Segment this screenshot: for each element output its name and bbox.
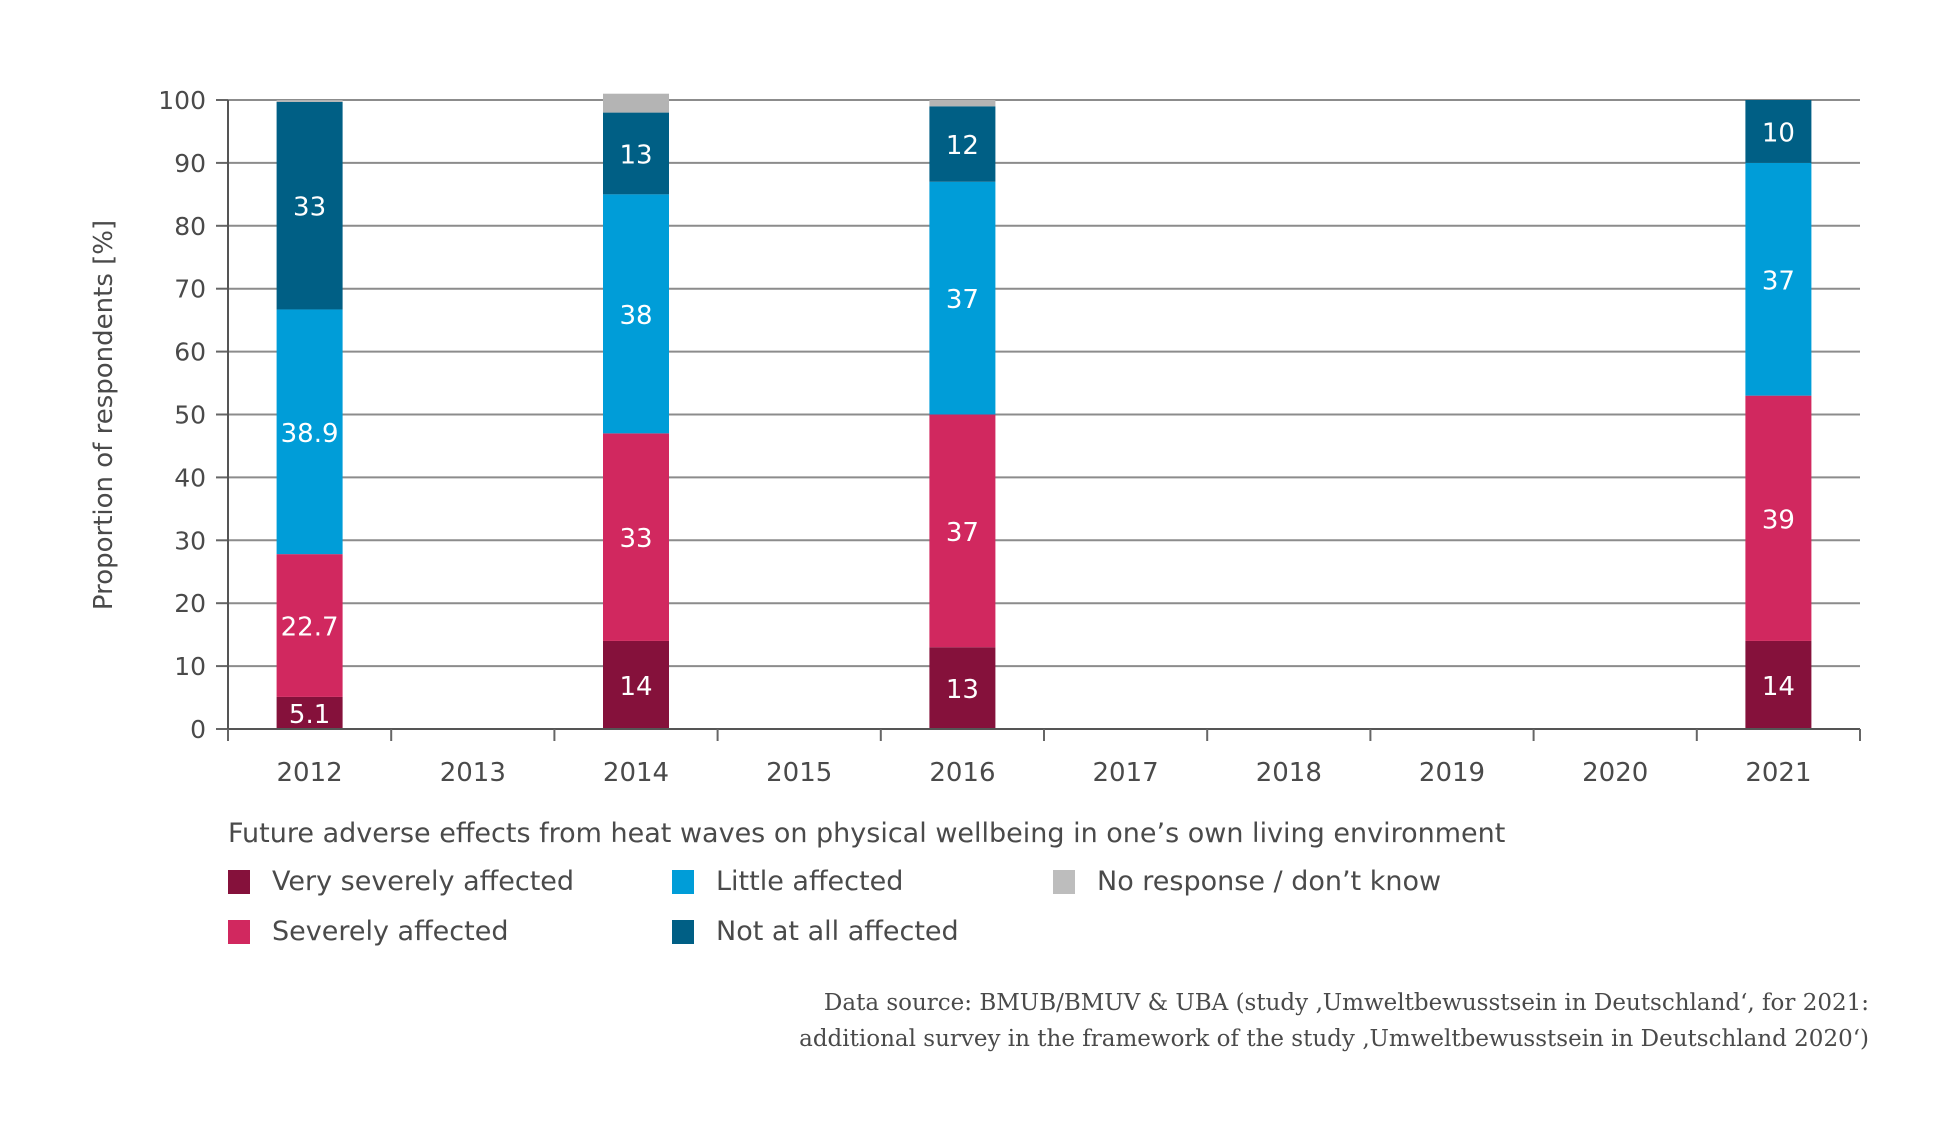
bar-value-label: 13	[619, 140, 652, 170]
source-line-1: Data source: BMUB/BMUV & UBA (study ‚Umw…	[823, 990, 1869, 1016]
x-tick-label: 2014	[603, 758, 669, 788]
legend-item-very-severely-affected: Very severely affected	[228, 866, 574, 897]
y-tick-label: 30	[174, 526, 206, 555]
bar-value-label: 38.9	[281, 419, 339, 449]
bar-value-label: 38	[619, 301, 652, 331]
bar-value-label: 14	[619, 672, 652, 702]
y-axis-label: Proportion of respondents [%]	[89, 220, 119, 610]
bar-segment	[1745, 100, 1812, 163]
bar-value-label: 10	[1762, 118, 1795, 148]
bar-segment	[276, 309, 343, 555]
legend-swatch	[228, 919, 250, 944]
bar-segment	[1745, 395, 1812, 641]
legend-item-little-affected: Little affected	[672, 866, 903, 897]
bar-segment	[276, 100, 343, 102]
x-tick-label: 2019	[1419, 758, 1485, 788]
bar-value-label: 37	[1762, 266, 1795, 296]
stacked-bar-chart: 5.1 22.7 38.9 33 14 33 38 13 13 37 37 12 14 39 37 10 0 1…	[89, 86, 1861, 788]
bar-value-label: 33	[619, 524, 652, 554]
data-source-note: Data source: BMUB/BMUV & UBA (study ‚Umw…	[799, 985, 1869, 1057]
x-tick-label: 2018	[1256, 758, 1322, 788]
axes: 0 10 20 30 40 50 60 70 80 90 100 2012 2013 2014 2015 20…	[158, 86, 1861, 788]
source-line-2: additional survey in the framework of th…	[799, 1026, 1869, 1052]
bar-value-label: 37	[946, 518, 979, 548]
bar-value-label: 22.7	[281, 613, 339, 643]
legend-item-not-at-all-affected: Not at all affected	[672, 916, 959, 947]
legend-swatch	[228, 869, 250, 894]
gridlines	[228, 99, 1860, 668]
legend-label: Not at all affected	[716, 916, 959, 947]
legend-label: Very severely affected	[272, 866, 575, 897]
bar-segment	[603, 112, 669, 195]
bar-segment	[929, 106, 996, 182]
bar-segment	[276, 101, 343, 310]
bar-value-label: 12	[946, 131, 979, 161]
legend-label: No response / don’t know	[1097, 866, 1442, 897]
bar-segment	[603, 640, 669, 729]
bar-segment	[603, 194, 669, 434]
bar-value-label: 13	[946, 675, 979, 705]
x-tick-label: 2012	[277, 758, 343, 788]
x-tick-label: 2013	[440, 758, 506, 788]
y-tick-label: 60	[174, 338, 206, 367]
y-tick-label: 70	[174, 275, 206, 304]
y-tick-label: 80	[174, 212, 206, 241]
legend-item-severely-affected: Severely affected	[228, 916, 508, 947]
x-tick-label: 2020	[1582, 758, 1648, 788]
y-tick-label: 50	[174, 401, 206, 430]
legend-swatch	[672, 869, 694, 894]
bar-segment	[929, 181, 996, 415]
legend-title: Future adverse effects from heat waves o…	[228, 818, 1506, 849]
bar-value-label: 37	[946, 285, 979, 315]
bar-segment	[603, 433, 669, 641]
y-tick-label: 10	[174, 652, 206, 681]
bar-segment	[276, 554, 343, 697]
bar-value-label: 5.1	[289, 700, 330, 730]
bar-value-label: 33	[293, 193, 326, 223]
x-tick-label: 2016	[929, 758, 995, 788]
bar-segment	[929, 414, 996, 648]
x-tick-label: 2021	[1745, 758, 1811, 788]
y-tick-label: 100	[158, 86, 206, 115]
legend-item-no-response: No response / don’t know	[1053, 866, 1441, 897]
x-tick-label: 2015	[766, 758, 832, 788]
x-tick-label: 2017	[1093, 758, 1159, 788]
legend-swatch	[672, 919, 694, 944]
bar-segment	[929, 647, 996, 729]
legend-label: Little affected	[716, 866, 904, 897]
bar-segment	[929, 100, 996, 107]
bar-segment	[1745, 162, 1812, 396]
y-tick-label: 0	[190, 715, 206, 744]
bars: 5.1 22.7 38.9 33 14 33 38 13 13 37 37 12 14 39 37 10	[276, 93, 1812, 730]
y-tick-label: 40	[174, 463, 206, 492]
y-tick-label: 90	[174, 149, 206, 178]
legend-swatch	[1053, 869, 1075, 894]
y-tick-label: 20	[174, 589, 206, 618]
legend-label: Severely affected	[272, 916, 509, 947]
bar-segment	[276, 696, 343, 729]
bar-value-label: 14	[1762, 672, 1795, 702]
bar-segment	[1745, 640, 1812, 729]
bar-value-label: 39	[1762, 505, 1795, 535]
bar-segment	[603, 93, 669, 113]
